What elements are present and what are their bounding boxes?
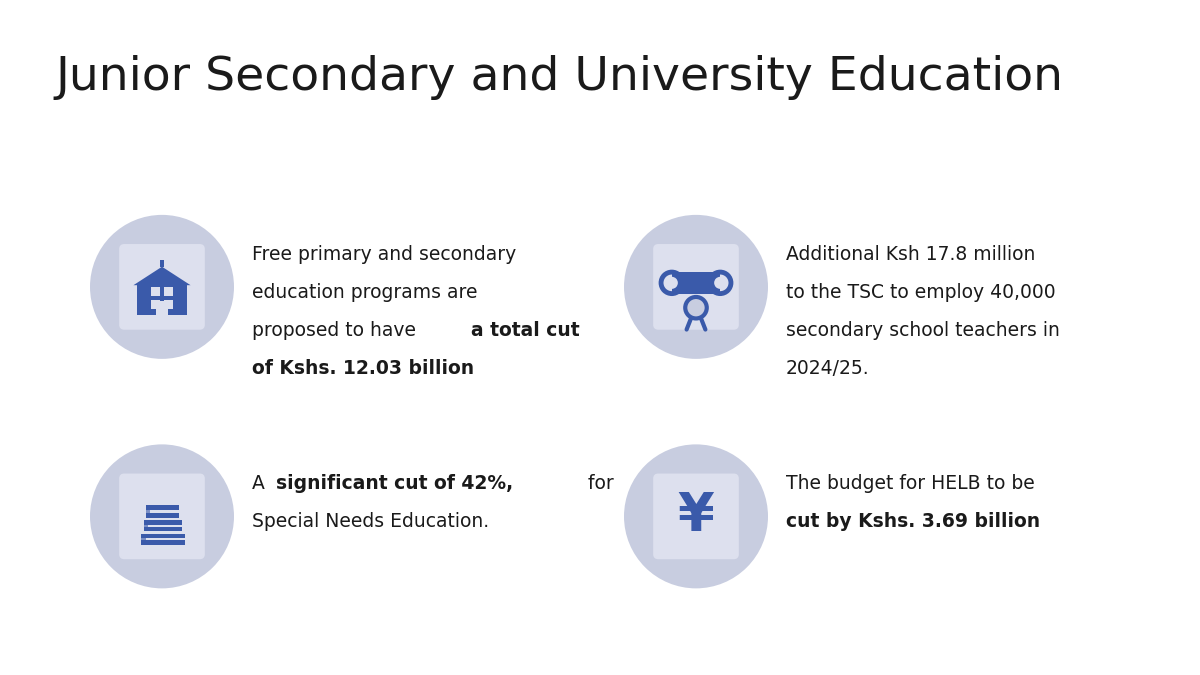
FancyBboxPatch shape xyxy=(120,475,204,558)
FancyBboxPatch shape xyxy=(654,475,738,558)
FancyBboxPatch shape xyxy=(120,245,204,329)
Text: cut by Kshs. 3.69 billion: cut by Kshs. 3.69 billion xyxy=(786,512,1040,531)
Circle shape xyxy=(666,277,678,289)
Text: of Kshs. 12.03 billion: of Kshs. 12.03 billion xyxy=(252,359,474,378)
FancyBboxPatch shape xyxy=(163,300,173,309)
Text: to the TSC to employ 40,000: to the TSC to employ 40,000 xyxy=(786,283,1056,302)
Text: Junior Secondary and University Education: Junior Secondary and University Educatio… xyxy=(55,55,1063,100)
FancyBboxPatch shape xyxy=(672,272,720,294)
FancyBboxPatch shape xyxy=(142,533,146,545)
FancyBboxPatch shape xyxy=(142,533,185,545)
FancyBboxPatch shape xyxy=(146,506,180,518)
Text: The budget for HELB to be: The budget for HELB to be xyxy=(786,475,1034,493)
FancyBboxPatch shape xyxy=(151,287,161,296)
Text: A: A xyxy=(252,475,271,493)
Text: Free primary and secondary: Free primary and secondary xyxy=(252,245,516,264)
FancyBboxPatch shape xyxy=(146,510,180,513)
FancyBboxPatch shape xyxy=(144,524,182,527)
Text: education programs are: education programs are xyxy=(252,283,478,302)
Text: Additional Ksh 17.8 million: Additional Ksh 17.8 million xyxy=(786,245,1036,264)
FancyBboxPatch shape xyxy=(137,286,187,315)
FancyBboxPatch shape xyxy=(146,506,150,518)
Text: significant cut of 42%,: significant cut of 42%, xyxy=(276,475,514,493)
Ellipse shape xyxy=(624,215,768,359)
Text: Special Needs Education.: Special Needs Education. xyxy=(252,512,490,531)
Polygon shape xyxy=(133,267,191,286)
FancyBboxPatch shape xyxy=(654,245,738,329)
FancyBboxPatch shape xyxy=(160,260,164,267)
Circle shape xyxy=(685,297,707,319)
Text: a total cut: a total cut xyxy=(472,321,580,340)
FancyBboxPatch shape xyxy=(144,520,148,531)
FancyBboxPatch shape xyxy=(163,287,173,296)
Ellipse shape xyxy=(90,444,234,589)
Text: ¥: ¥ xyxy=(678,490,714,543)
FancyBboxPatch shape xyxy=(142,538,185,541)
Text: secondary school teachers in: secondary school teachers in xyxy=(786,321,1060,340)
Ellipse shape xyxy=(624,444,768,589)
FancyBboxPatch shape xyxy=(144,520,182,531)
Text: for: for xyxy=(582,475,614,493)
FancyBboxPatch shape xyxy=(156,301,168,315)
Ellipse shape xyxy=(90,215,234,359)
Text: 2024/25.: 2024/25. xyxy=(786,359,870,378)
FancyBboxPatch shape xyxy=(151,300,161,309)
Text: proposed to have: proposed to have xyxy=(252,321,422,340)
Circle shape xyxy=(714,277,726,289)
